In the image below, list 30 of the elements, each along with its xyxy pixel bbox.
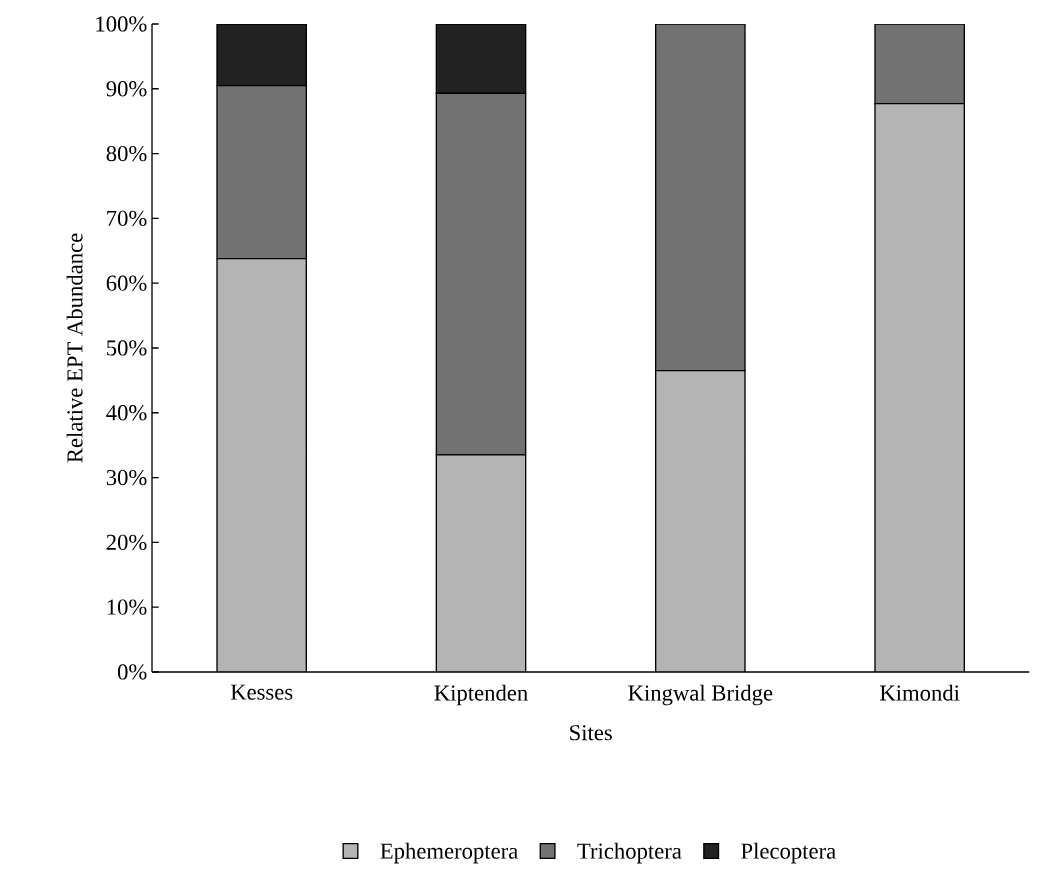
- x-tick-label: Kesses: [230, 684, 293, 700]
- bar: [216, 84, 308, 260]
- bar: [436, 454, 526, 672]
- x-axis-title: Sites: [570, 724, 612, 741]
- bar: [654, 23, 746, 372]
- legend-label: Plecoptera: [741, 842, 836, 864]
- legend-label: Ephemeroptera: [380, 842, 518, 864]
- y-tick-label: 90%: [106, 80, 147, 97]
- bar: [874, 23, 965, 105]
- y-tick-label: 70%: [107, 210, 147, 226]
- bar: [655, 370, 745, 672]
- y-tick-label: 50%: [107, 340, 147, 356]
- legend-label: Trichoptera: [577, 842, 682, 864]
- bar: [435, 23, 527, 94]
- y-tick-label: 10%: [107, 599, 147, 615]
- y-tick-label: 100%: [96, 16, 147, 32]
- x-tick-label: Kingwal Bridge: [628, 684, 773, 706]
- y-axis-title: Relative EPT Abundance: [66, 233, 83, 463]
- y-tick-label: 0%: [117, 664, 147, 680]
- bar: [217, 258, 307, 672]
- y-tick-label: 80%: [106, 145, 147, 162]
- y-tick-label: 30%: [106, 469, 147, 486]
- x-tick-label: Kimondi: [880, 684, 960, 701]
- bar: [435, 92, 527, 456]
- y-tick-label: 60%: [106, 275, 147, 291]
- x-tick-label: Kiptenden: [434, 684, 528, 706]
- bar: [216, 23, 308, 87]
- y-tick-label: 20%: [106, 534, 147, 550]
- bar: [874, 102, 965, 672]
- y-tick-label: 40%: [106, 404, 147, 421]
